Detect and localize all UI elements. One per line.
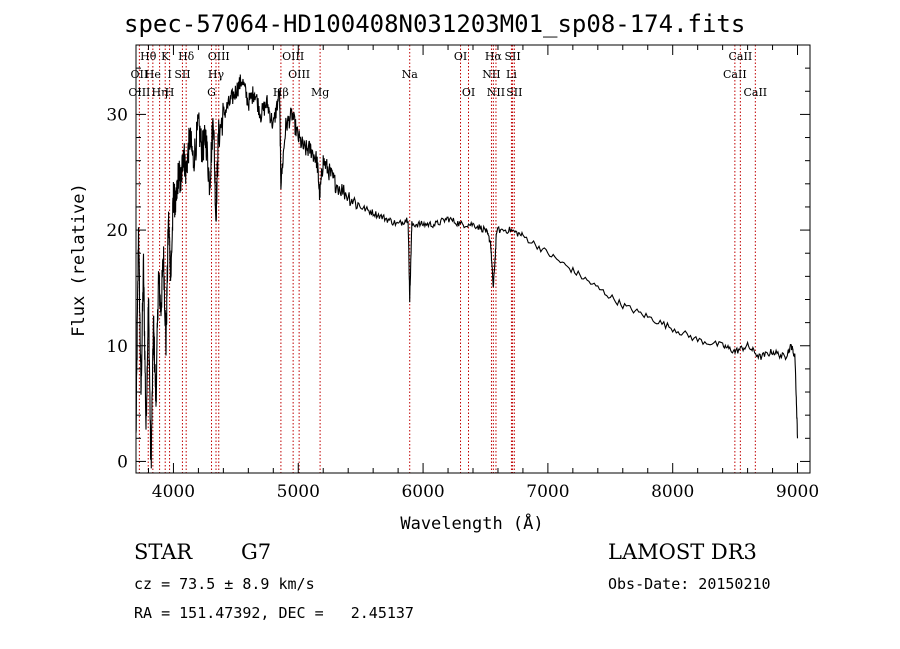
x-tick-label: 7000 [526, 482, 569, 502]
coordinates: RA = 151.47392, DEC = 2.45137 [134, 604, 414, 622]
spectral-line-label: Li [506, 68, 517, 81]
spectral-line-label: Hη [151, 86, 167, 99]
x-axis-ticks: 4000 5000 6000 7000 8000 9000 [147, 45, 819, 502]
spectral-line-label: OIII [282, 50, 304, 63]
x-tick-label: 8000 [651, 482, 694, 502]
spectral-line-label: SII [174, 68, 190, 81]
y-axis-ticks: 0 10 20 30 [106, 67, 810, 472]
x-tick-label: 5000 [277, 482, 320, 502]
spectral-line-label: Hθ [140, 50, 157, 63]
spectral-line-label: NII [482, 68, 500, 81]
spectral-line-label: SII [506, 86, 522, 99]
spectral-line-label: CaII [729, 50, 753, 63]
spectral-line-label: I [168, 68, 172, 81]
spectrum-line [135, 74, 799, 469]
spectral-line-label: OIII [288, 68, 310, 81]
spectral-line-label: H [165, 86, 175, 99]
spectral-line-label: OIII [128, 86, 150, 99]
spectral-line-label: Hδ [178, 50, 195, 63]
x-tick-label: 9000 [776, 482, 819, 502]
redshift-velocity: cz = 73.5 ± 8.9 km/s [134, 575, 315, 593]
spectral-line-label: OI [454, 50, 467, 63]
y-tick-label: 0 [117, 452, 128, 472]
chart-title: spec-57064-HD100408N031203M01_sp08-174.f… [124, 10, 746, 38]
x-axis-label: Wavelength (Å) [400, 512, 543, 534]
spectral-line-label: G [207, 86, 216, 99]
spectral-line-label: CaII [723, 68, 747, 81]
spectral-line-label: Hβ [273, 86, 289, 99]
spectral-line-markers [138, 45, 756, 473]
plot-frame [135, 44, 811, 474]
spectral-line-label: CaII [743, 86, 767, 99]
observation-date: Obs-Date: 20150210 [608, 575, 771, 593]
object-subclass: G7 [241, 540, 272, 564]
spectral-line-label: OII [131, 68, 149, 81]
spectral-line-label: NII [487, 86, 505, 99]
spectral-line-label: He [145, 68, 161, 81]
spectral-line-label: Hγ [208, 68, 225, 81]
y-tick-label: 20 [106, 221, 128, 241]
spectral-line-label: SII [504, 50, 520, 63]
spectral-line-label: Hα [485, 50, 503, 63]
survey-name: LAMOST DR3 [608, 540, 757, 564]
spectral-line-label: K [161, 50, 170, 63]
spectral-line-label: OIII [208, 50, 230, 63]
x-tick-label: 4000 [152, 482, 195, 502]
x-tick-label: 6000 [401, 482, 444, 502]
spectral-line-label: Na [402, 68, 419, 81]
spectral-line-label: Mg [311, 86, 329, 99]
object-class: STAR [134, 540, 193, 564]
spectral-line-label: OI [462, 86, 475, 99]
y-tick-label: 30 [106, 105, 128, 125]
y-axis-label: Flux (relative) [69, 183, 89, 337]
y-tick-label: 10 [106, 337, 128, 357]
